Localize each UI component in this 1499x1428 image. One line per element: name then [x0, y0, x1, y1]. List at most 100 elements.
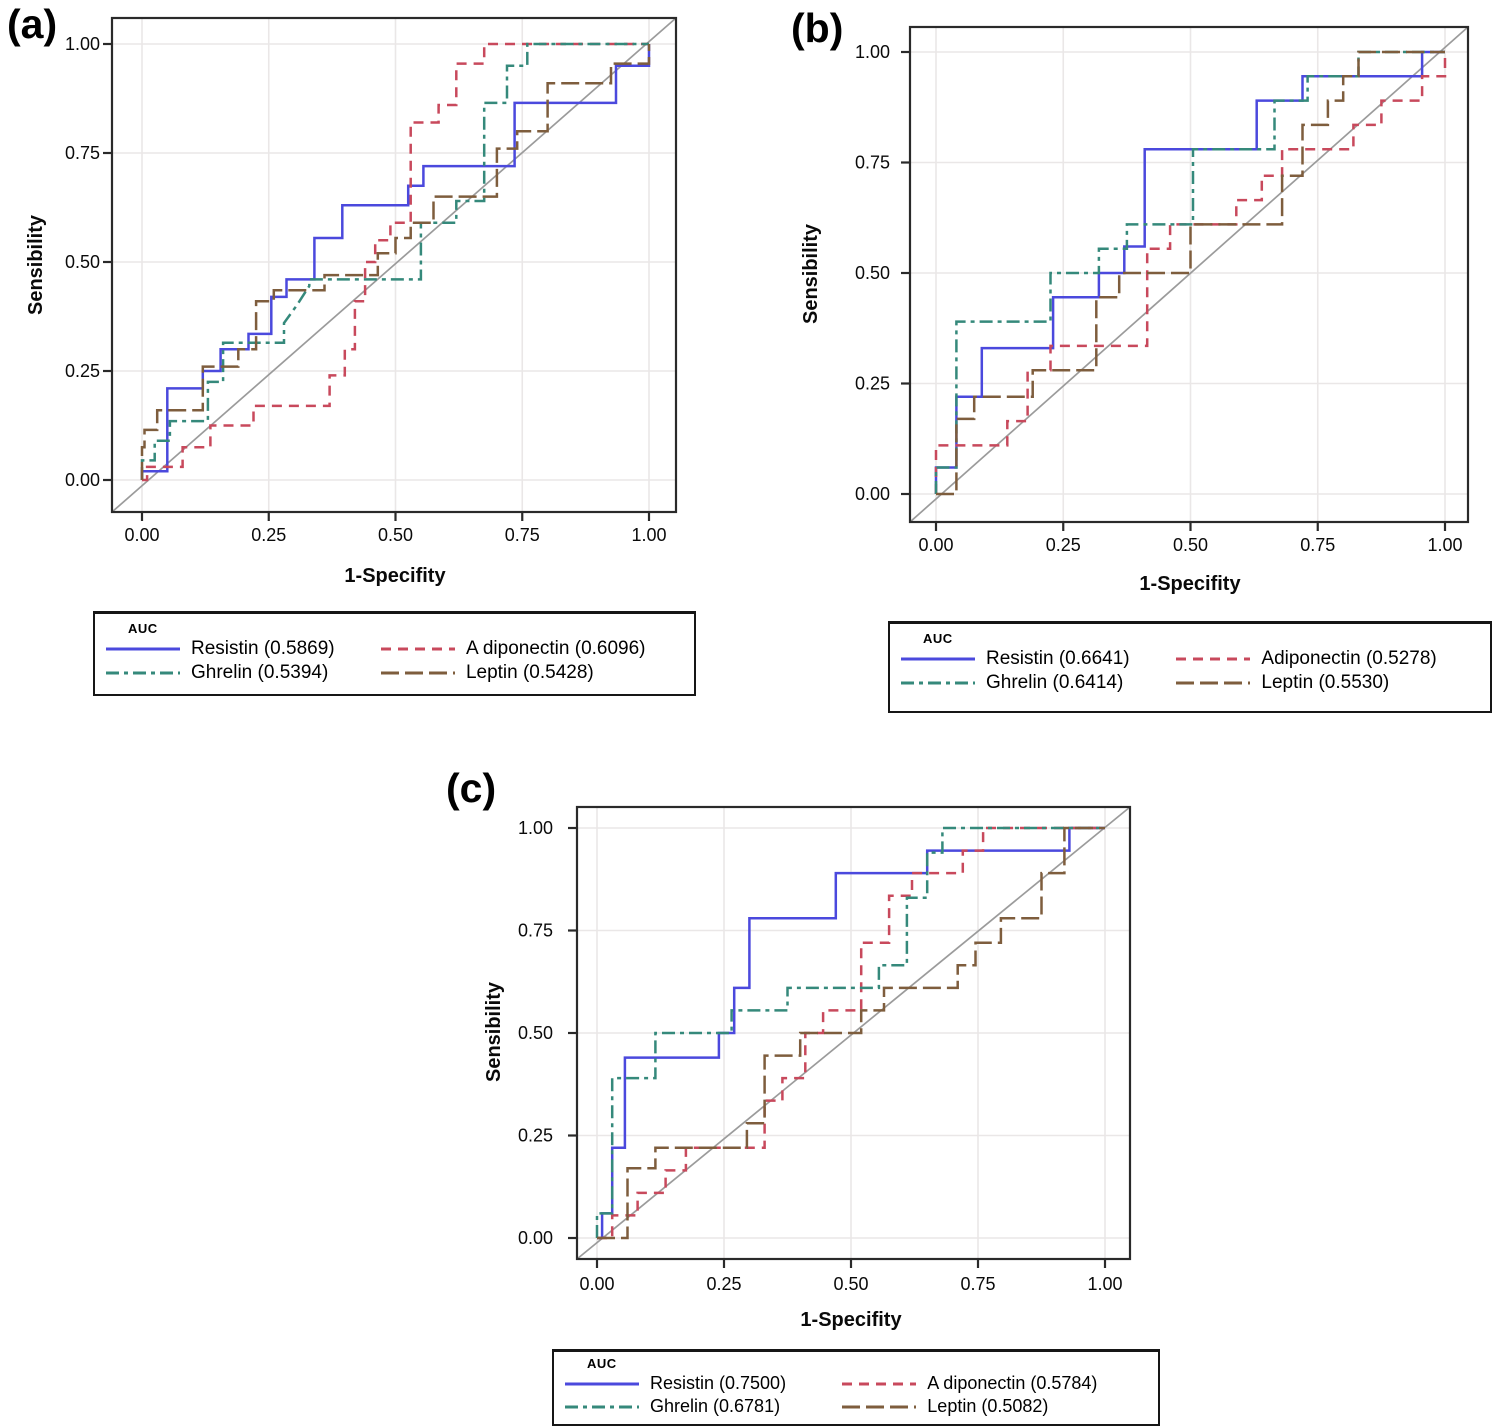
- legend-items: Resistin (0.6641) Adiponectin (0.5278) Ghr…: [890, 647, 1490, 698]
- y-tick-label: 0.25: [65, 361, 100, 381]
- legend-line-sample-leptin: [380, 671, 455, 675]
- legend-label: Ghrelin (0.6414): [986, 672, 1124, 693]
- roc-plot-c: 0.00 0.00 0.25 0.25 0.50 0.50 0.75 0.75 1.00 1.00…: [483, 805, 1132, 1331]
- x-tick-label: 0.50: [378, 525, 413, 545]
- legend-line-sample-adiponectin: [1176, 657, 1251, 661]
- legend-line-sample-resistin: [565, 1382, 639, 1385]
- roc-curve-leptin: [936, 50, 1445, 496]
- y-axis-title: Sensibility: [800, 223, 822, 324]
- legend-label: Leptin (0.5428): [465, 662, 594, 683]
- x-tick-label: 0.00: [918, 535, 953, 555]
- legend-item-leptin: Leptin (0.5530): [1175, 672, 1486, 694]
- legend-items: Resistin (0.7500) A diponectin (0.5784) Gh…: [554, 1372, 1158, 1421]
- legend-item-resistin: Resistin (0.6641): [900, 648, 1175, 670]
- y-tick-label: 0.00: [855, 484, 890, 504]
- legend-a: AUC Resistin (0.5869) A diponectin (0.6096…: [93, 611, 696, 696]
- legend-item-ghrelin: Ghrelin (0.5394): [105, 662, 380, 684]
- legend-item-adiponectin: Adiponectin (0.5278): [1175, 648, 1486, 670]
- legend-line-sample-ghrelin: [565, 1405, 639, 1408]
- legend-item-ghrelin: Ghrelin (0.6414): [900, 672, 1175, 694]
- x-tick-label: 0.75: [960, 1274, 995, 1294]
- legend-title: AUC: [128, 621, 158, 636]
- roc-curve-leptin: [597, 826, 1105, 1240]
- legend-label: Resistin (0.7500): [650, 1373, 787, 1393]
- y-tick-label: 1.00: [65, 34, 100, 54]
- legend-label: Leptin (0.5530): [1261, 672, 1390, 693]
- legend-label: Leptin (0.5082): [927, 1396, 1049, 1416]
- legend-line-sample-leptin: [1176, 681, 1251, 685]
- y-tick-label: 0.75: [855, 153, 890, 173]
- x-tick-label: 0.25: [706, 1274, 741, 1294]
- y-tick-label: 0.75: [65, 143, 100, 163]
- x-axis-title: 1-Specifity: [1139, 573, 1241, 595]
- legend-title: AUC: [923, 631, 953, 646]
- y-tick-label: 0.75: [518, 921, 553, 941]
- legend-item-resistin: Resistin (0.7500): [564, 1373, 841, 1394]
- x-tick-label: 1.00: [631, 525, 666, 545]
- legend-label: Resistin (0.6641): [986, 648, 1130, 669]
- panel-a-letter: (a): [7, 1, 58, 47]
- x-tick-label: 0.25: [251, 525, 286, 545]
- legend-item-adiponectin: A diponectin (0.6096): [380, 638, 690, 660]
- y-axis-title: Sensibility: [25, 214, 47, 315]
- legend-line-sample-ghrelin: [901, 681, 975, 685]
- y-tick-label: 0.00: [65, 470, 100, 490]
- legend-title: AUC: [587, 1356, 617, 1371]
- y-axis-title: Sensibility: [483, 981, 505, 1082]
- x-tick-label: 0.25: [1046, 535, 1081, 555]
- roc-curve-leptin: [140, 44, 651, 480]
- legend-label: Ghrelin (0.6781): [650, 1396, 781, 1416]
- x-tick-label: 0.00: [579, 1274, 614, 1294]
- x-axis-title: 1-Specifity: [800, 1309, 902, 1331]
- legend-b: AUC Resistin (0.6641) Adiponectin (0.5278)…: [888, 621, 1492, 713]
- roc-curve-ghrelin: [595, 826, 1105, 1238]
- y-tick-label: 0.00: [518, 1228, 553, 1248]
- y-tick-label: 0.25: [855, 374, 890, 394]
- legend-item-resistin: Resistin (0.5869): [105, 638, 380, 660]
- legend-label: A diponectin (0.6096): [465, 638, 646, 659]
- legend-label: Resistin (0.5869): [191, 638, 335, 659]
- y-tick-label: 0.50: [518, 1023, 553, 1043]
- diagonal-reference-line: [909, 26, 1469, 523]
- x-tick-label: 0.00: [124, 525, 159, 545]
- x-tick-label: 0.75: [505, 525, 540, 545]
- y-tick-label: 0.50: [855, 263, 890, 283]
- x-axis-title: 1-Specifity: [344, 565, 446, 587]
- y-tick-label: 0.25: [518, 1126, 553, 1146]
- legend-item-ghrelin: Ghrelin (0.6781): [564, 1396, 841, 1417]
- diagonal-reference-line: [111, 17, 677, 513]
- x-tick-label: 1.00: [1087, 1274, 1122, 1294]
- legend-c: AUC Resistin (0.7500) A diponectin (0.5784…: [552, 1349, 1160, 1426]
- roc-curve-adiponectin: [142, 42, 649, 482]
- legend-line-sample-adiponectin: [380, 647, 455, 651]
- panel-b-letter: (b): [791, 5, 844, 51]
- legend-label: A diponectin (0.5784): [927, 1373, 1098, 1393]
- legend-label: Adiponectin (0.5278): [1261, 648, 1437, 669]
- roc-curve-ghrelin: [934, 50, 1445, 494]
- legend-line-sample-resistin: [106, 647, 180, 651]
- legend-line-sample-ghrelin: [106, 671, 180, 675]
- x-tick-label: 0.50: [833, 1274, 868, 1294]
- legend-item-leptin: Leptin (0.5082): [841, 1396, 1154, 1417]
- legend-item-adiponectin: A diponectin (0.5784): [841, 1373, 1154, 1394]
- legend-line-sample-adiponectin: [842, 1382, 917, 1385]
- x-tick-label: 0.50: [1173, 535, 1208, 555]
- y-tick-label: 1.00: [855, 42, 890, 62]
- legend-line-sample-resistin: [901, 657, 975, 661]
- panel-c-letter: (c): [446, 765, 497, 811]
- roc-curve-adiponectin: [597, 826, 1105, 1240]
- legend-items: Resistin (0.5869) A diponectin (0.6096) Gh…: [95, 637, 694, 688]
- plot-box: [110, 16, 678, 514]
- roc-curve-ghrelin: [140, 42, 649, 480]
- legend-line-sample-leptin: [842, 1405, 917, 1408]
- x-tick-label: 1.00: [1427, 535, 1462, 555]
- y-tick-label: 1.00: [518, 818, 553, 838]
- roc-plot-a: 0.00 0.00 0.25 0.25 0.50 0.50 0.75 0.75 1.00 1.00…: [25, 16, 678, 587]
- x-tick-label: 0.75: [1300, 535, 1335, 555]
- y-tick-label: 0.50: [65, 252, 100, 272]
- plot-box: [908, 25, 1470, 524]
- roc-curve-adiponectin: [934, 52, 1447, 494]
- legend-item-leptin: Leptin (0.5428): [380, 662, 690, 684]
- legend-label: Ghrelin (0.5394): [191, 662, 329, 683]
